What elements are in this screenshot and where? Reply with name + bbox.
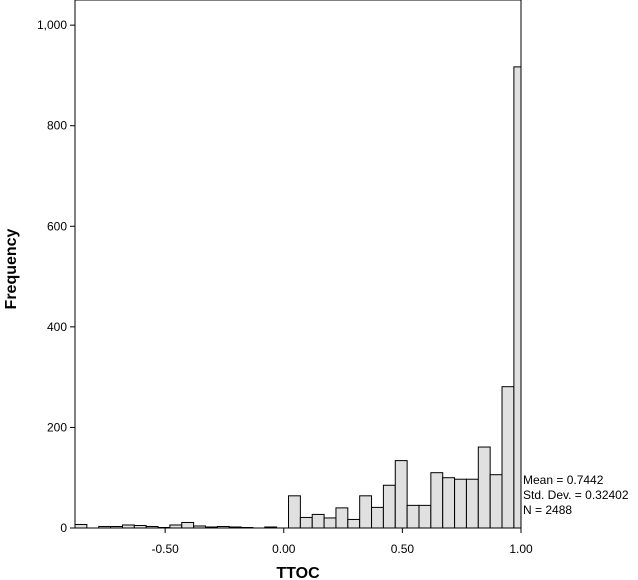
y-tick-label: 600 xyxy=(47,219,67,233)
histogram-bars xyxy=(74,66,522,529)
histogram-bar xyxy=(442,477,456,529)
y-tick-label: 1,000 xyxy=(37,18,67,32)
histogram-bar xyxy=(430,472,444,529)
stat-n: N = 2488 xyxy=(523,503,572,517)
plot-frame xyxy=(74,0,522,529)
histogram-bar xyxy=(359,495,373,529)
histogram-bar xyxy=(394,460,408,529)
histogram-bar xyxy=(347,518,361,529)
y-tick-label: 0 xyxy=(60,521,67,535)
histogram-bar xyxy=(371,506,384,529)
histogram-bar xyxy=(418,504,432,529)
histogram-bar xyxy=(454,478,467,529)
histogram-bar xyxy=(477,446,491,529)
y-tick-label: 200 xyxy=(47,420,67,434)
histogram-bar xyxy=(465,478,479,529)
x-tick-label: 1.00 xyxy=(509,542,533,556)
histogram-bar xyxy=(323,517,337,529)
histogram-bar xyxy=(489,474,503,529)
histogram-bar xyxy=(513,66,522,529)
histogram-bar xyxy=(382,484,396,529)
y-axis-title: Frequency xyxy=(3,228,20,309)
histogram-bar xyxy=(181,521,195,529)
x-axis-title: TTOC xyxy=(276,565,320,580)
y-tick-label: 400 xyxy=(47,320,67,334)
histogram-bar xyxy=(288,495,301,529)
histogram-bar xyxy=(311,513,325,529)
x-tick-label: 0.50 xyxy=(391,542,415,556)
x-tick-label: 0.00 xyxy=(272,542,296,556)
histogram-bar xyxy=(299,516,313,529)
y-tick-label: 800 xyxy=(47,119,67,133)
histogram-bar xyxy=(335,507,349,529)
x-tick-label: -0.50 xyxy=(151,542,179,556)
histogram-bar xyxy=(501,386,515,529)
stat-std-dev: Std. Dev. = 0.32402 xyxy=(523,488,629,502)
histogram-bar xyxy=(74,523,88,529)
stat-mean: Mean = 0.7442 xyxy=(523,473,604,487)
x-axis-ticks: -0.50 0.00 0.50 1.00 xyxy=(151,528,533,556)
histogram-bar xyxy=(406,504,420,529)
y-axis-ticks: 0 200 400 600 800 1,000 xyxy=(37,18,75,535)
